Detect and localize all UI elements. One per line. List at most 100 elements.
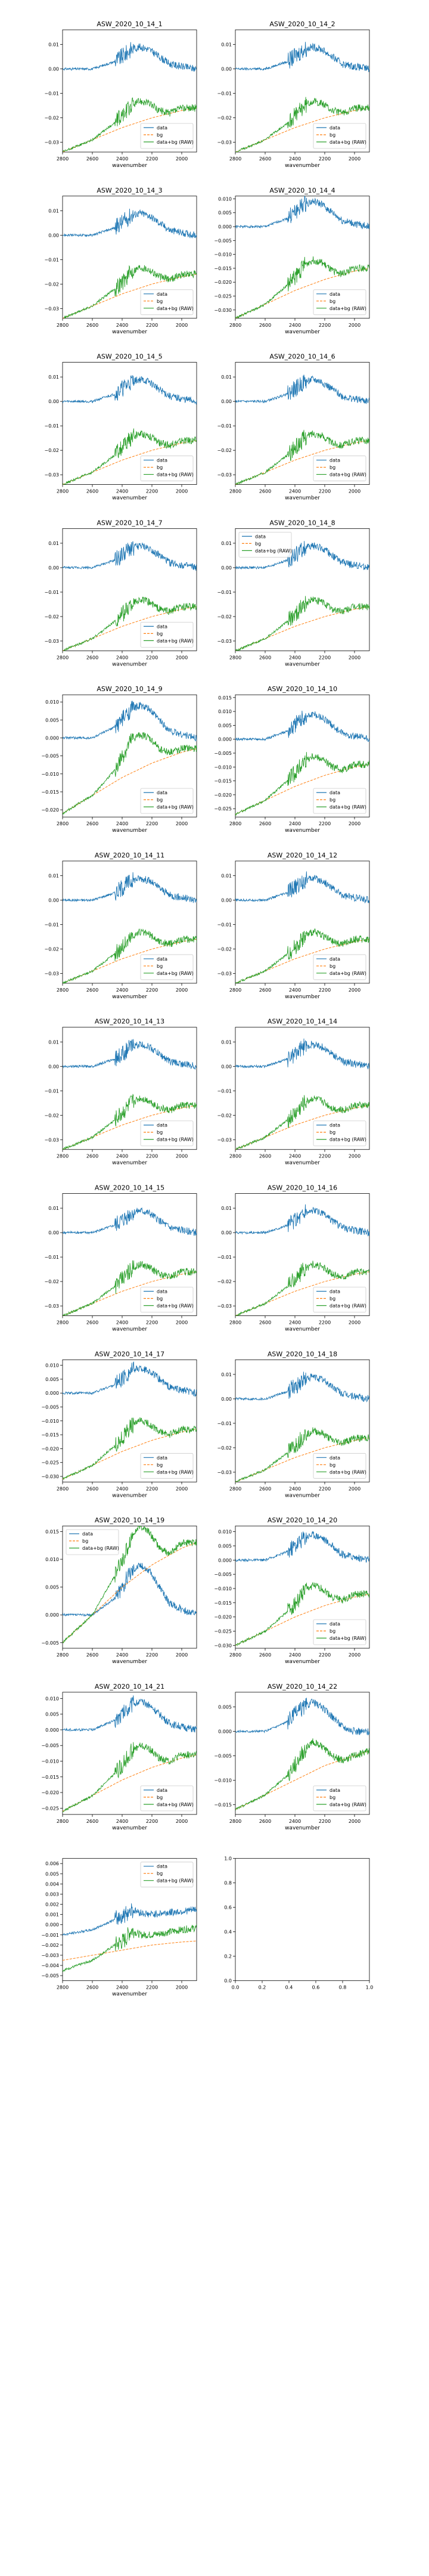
y-tick-label: −0.015 [214, 1802, 232, 1807]
x-tick-label: 2200 [146, 1486, 158, 1491]
x-tick-label: 2200 [319, 1486, 331, 1491]
x-tick-label: 2200 [146, 323, 158, 328]
legend-label: data [329, 1788, 340, 1793]
x-tick-label: 2200 [319, 1320, 331, 1326]
y-tick-label: 0.00 [221, 1230, 232, 1236]
x-axis-label: wavenumber [112, 1327, 147, 1333]
x-tick-label: 2400 [116, 1486, 128, 1491]
x-tick-label: 2600 [86, 987, 98, 993]
subplot-title: ASW_2020_10_14_8 [269, 519, 335, 527]
series-line-data-bg-raw [235, 752, 369, 816]
x-tick-label: 2600 [86, 821, 98, 826]
series-line-bg [235, 764, 369, 815]
y-tick-label: 0.6 [224, 1905, 232, 1911]
x-tick-label: 2000 [349, 1652, 360, 1658]
x-tick-label: 2000 [349, 1486, 360, 1491]
y-tick-label: 0.004 [45, 1881, 59, 1887]
x-axis-label: wavenumber [112, 163, 147, 169]
series-line-data [63, 1562, 197, 1617]
y-tick-label: −0.010 [214, 1586, 232, 1592]
y-tick-label: 0.00 [221, 67, 232, 72]
x-tick-label: 2000 [176, 323, 188, 328]
x-tick-label: 2400 [116, 1819, 128, 1824]
subplot-20: ASW_2020_10_14_20 2800 2600 2400 2200 2000 0.0… [214, 1516, 370, 1665]
x-tick-label: 2400 [116, 1320, 128, 1326]
subplot-2: ASW_2020_10_14_2 2800 2600 2400 2200 2000 0.01… [217, 20, 370, 169]
y-tick-label: 0.01 [221, 1039, 232, 1045]
legend-label: data+bg (RAW) [157, 1137, 194, 1143]
x-tick-label: 2600 [259, 1819, 271, 1824]
x-tick-label: 2600 [259, 821, 271, 826]
y-tick-label: −0.005 [41, 1973, 59, 1979]
x-tick-label: 2800 [229, 1320, 241, 1326]
x-tick-label: 2800 [57, 489, 69, 494]
y-tick-label: −0.010 [41, 1759, 59, 1764]
x-axis-label: wavenumber [285, 994, 320, 1000]
y-tick-label: 0.005 [218, 1543, 232, 1549]
series-line-data [235, 42, 369, 72]
x-tick-label: 2000 [349, 489, 360, 494]
subplot-6: ASW_2020_10_14_6 2800 2600 2400 2200 2000 0.01… [217, 353, 370, 501]
series-line-data [235, 871, 369, 904]
x-tick-label: 2200 [146, 156, 158, 162]
x-tick-label: 2600 [86, 1320, 98, 1326]
legend-label: bg [157, 1795, 163, 1800]
y-tick-label: −0.005 [41, 754, 59, 759]
y-tick-label: −0.015 [214, 1600, 232, 1606]
y-tick-label: 0.00 [48, 67, 59, 72]
y-tick-label: −0.030 [41, 1474, 59, 1479]
subplot-title: ASW_2020_10_14_14 [268, 1018, 337, 1026]
y-tick-label: −0.01 [44, 590, 59, 595]
y-tick-label: 0.01 [48, 42, 59, 48]
subplot-title: ASW_2020_10_14_19 [95, 1516, 164, 1524]
x-tick-label: 2400 [289, 323, 301, 328]
x-tick-label: 2600 [86, 156, 98, 162]
x-tick-label: 1.0 [366, 1985, 374, 1990]
series-line-data-bg-raw [63, 1260, 197, 1316]
x-tick-label: 2600 [86, 655, 98, 660]
series-line-bg [63, 748, 197, 814]
y-tick-label: −0.025 [214, 1628, 232, 1634]
x-tick-label: 2000 [176, 1320, 188, 1326]
series-line-data [63, 42, 197, 72]
x-tick-label: 2200 [146, 1652, 158, 1658]
x-tick-label: 2800 [57, 1154, 69, 1159]
y-tick-label: −0.003 [41, 1953, 59, 1958]
x-tick-label: 2600 [259, 1320, 271, 1326]
x-tick-label: 2200 [319, 655, 331, 660]
subplot-23: 2800 2600 2400 2200 2000 0.006 0.005 0.004 0.003… [41, 1858, 197, 1998]
series-line-data [63, 375, 197, 405]
x-tick-label: 2600 [259, 323, 271, 328]
x-tick-label: 2000 [176, 821, 188, 826]
x-tick-label: 2600 [259, 489, 271, 494]
legend-label: data [329, 292, 340, 297]
series-line-data [63, 208, 197, 239]
x-tick-label: 2800 [229, 1819, 241, 1824]
x-tick-label: 2000 [349, 821, 360, 826]
y-tick-label: −0.01 [217, 590, 232, 595]
series-line-data [63, 1039, 197, 1070]
series-line-data [235, 196, 369, 230]
y-tick-label: −0.01 [217, 1421, 232, 1426]
x-axis-label: wavenumber [112, 1825, 147, 1831]
y-tick-label: −0.02 [217, 448, 232, 453]
series-line-data-bg-raw [235, 97, 369, 152]
series-line-data [235, 541, 369, 571]
subplot-24: 0.0 0.2 0.4 0.6 0.8 1.0 0.0 0.2 0.4 0.6 0.8 1.0 [224, 1856, 373, 1990]
series-line-data-bg-raw [63, 1417, 197, 1480]
x-tick-label: 2600 [259, 1486, 271, 1491]
legend-label: data+bg (RAW) [157, 472, 194, 478]
y-tick-label: −0.02 [44, 1113, 59, 1118]
legend-label: bg [157, 1462, 163, 1467]
legend-label: data [157, 1864, 167, 1869]
y-tick-label: −0.03 [217, 472, 232, 478]
y-tick-label: −0.005 [41, 1640, 59, 1646]
x-tick-label: 2200 [319, 1154, 331, 1159]
series-line-data-bg-raw [235, 1581, 369, 1647]
legend-label: data [157, 292, 167, 297]
y-tick-label: 0.003 [45, 1891, 59, 1897]
series-line-data-bg-raw [63, 732, 197, 815]
y-tick-label: 0.01 [48, 874, 59, 879]
